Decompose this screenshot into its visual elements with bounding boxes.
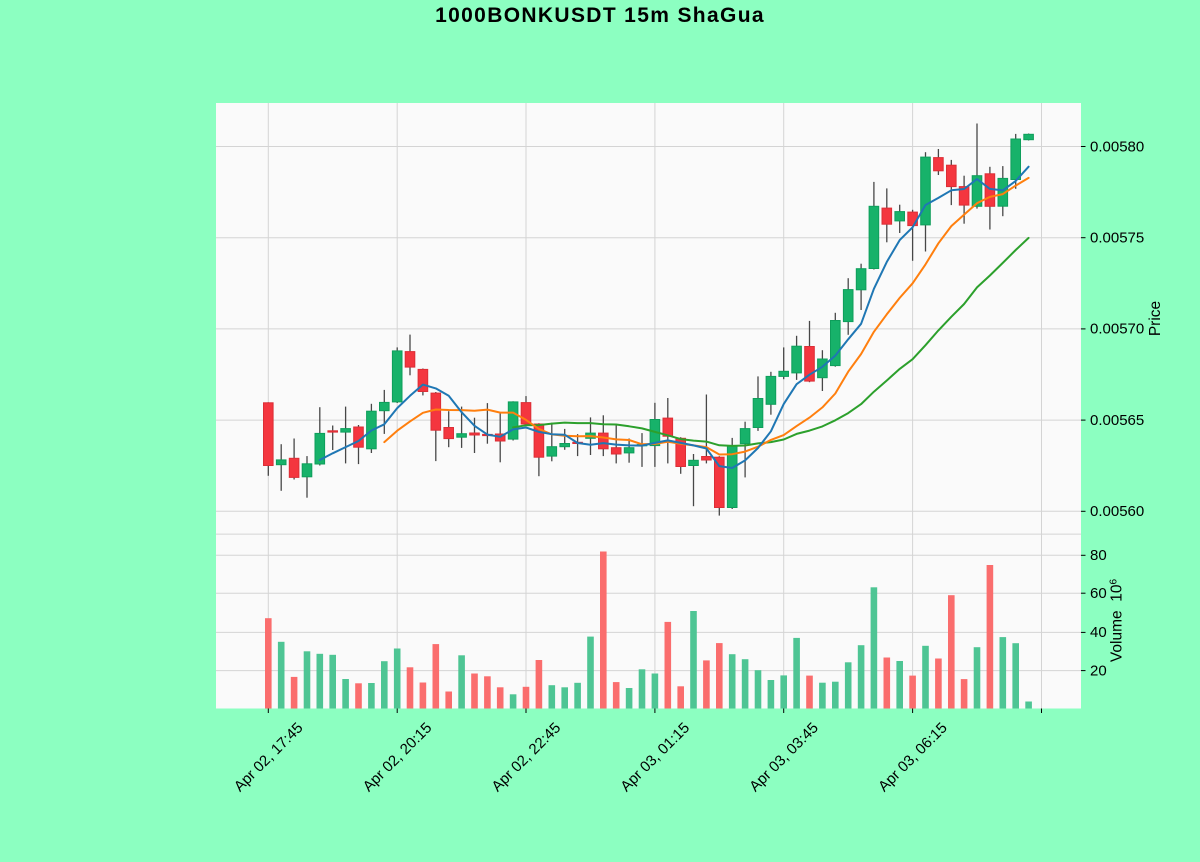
svg-text:20: 20 xyxy=(1090,662,1107,679)
svg-text:1000BONKUSDT 15m ShaGua: 1000BONKUSDT 15m ShaGua xyxy=(435,4,765,27)
svg-text:0.00570: 0.00570 xyxy=(1090,321,1144,338)
svg-text:Price: Price xyxy=(1147,301,1164,336)
svg-text:40: 40 xyxy=(1090,624,1107,641)
svg-text:0.00565: 0.00565 xyxy=(1090,412,1144,429)
svg-text:0.00560: 0.00560 xyxy=(1090,503,1144,520)
svg-text:0.00580: 0.00580 xyxy=(1090,138,1144,155)
svg-text:Volume 106: Volume 106 xyxy=(1109,579,1126,663)
svg-text:0.00575: 0.00575 xyxy=(1090,230,1144,247)
svg-text:60: 60 xyxy=(1090,585,1107,602)
svg-text:80: 80 xyxy=(1090,547,1107,564)
